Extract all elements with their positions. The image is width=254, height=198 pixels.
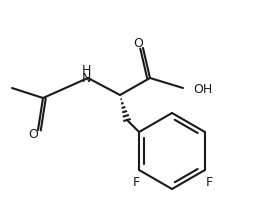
Text: O: O <box>133 36 143 50</box>
Text: N: N <box>81 71 91 85</box>
Text: F: F <box>205 175 213 188</box>
Text: F: F <box>133 175 140 188</box>
Text: O: O <box>28 129 38 142</box>
Text: H: H <box>81 64 91 76</box>
Text: OH: OH <box>193 83 212 95</box>
